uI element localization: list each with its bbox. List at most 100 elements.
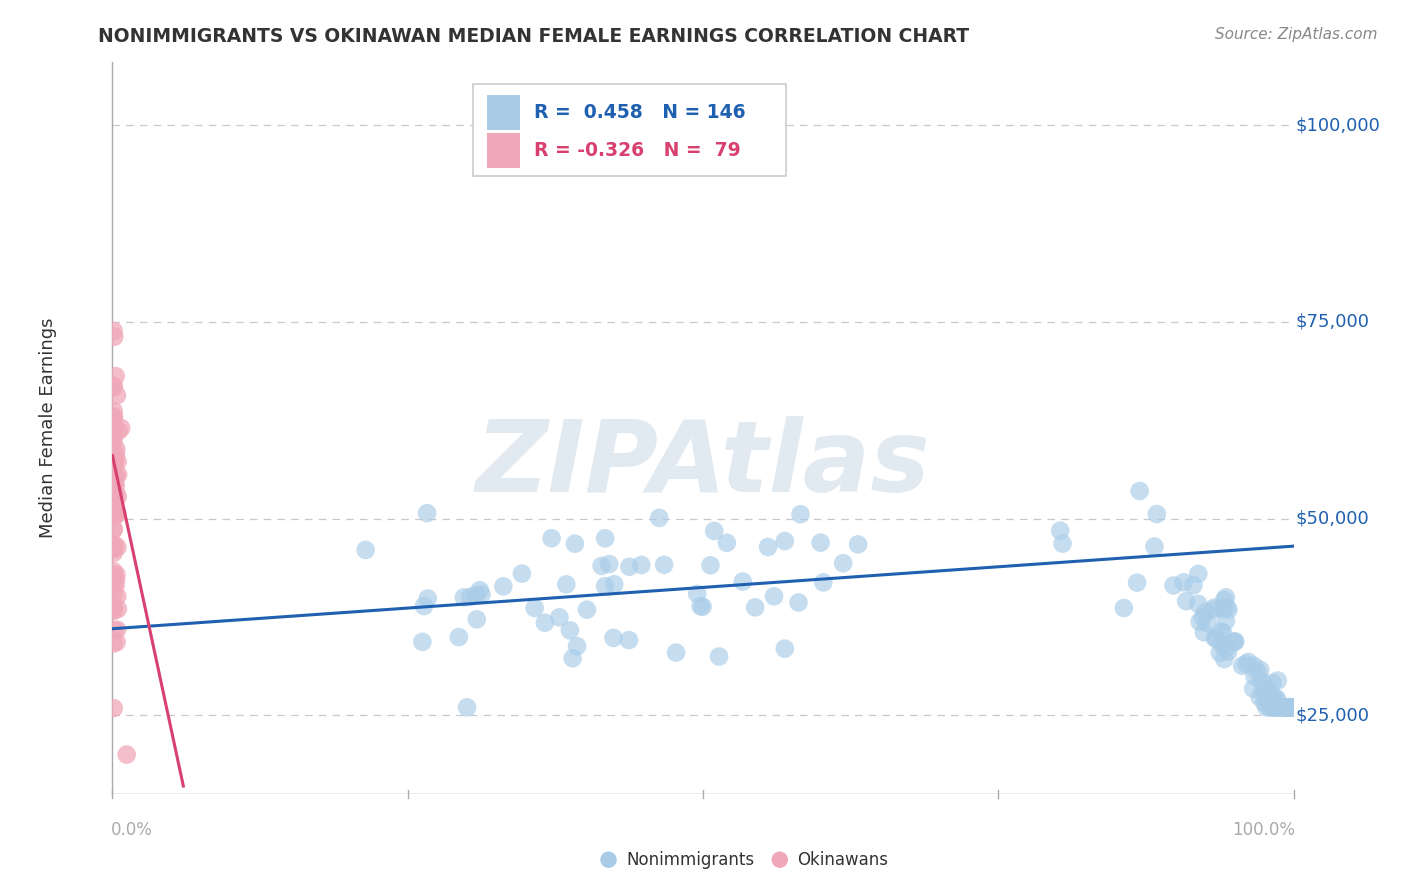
Point (1265, 693, 1288, 707)
Point (716, 536, 738, 550)
Point (1267, 673, 1289, 688)
Point (1258, 694, 1281, 708)
Text: R = -0.326   N =  79: R = -0.326 N = 79 (534, 142, 741, 161)
Point (105, 623, 128, 637)
Point (103, 450, 125, 464)
Text: R =  0.458   N = 146: R = 0.458 N = 146 (534, 103, 745, 122)
Point (1281, 700, 1303, 714)
Point (104, 508, 127, 522)
Point (1260, 693, 1282, 707)
Point (648, 511, 671, 525)
Point (665, 646, 688, 660)
Point (1223, 634, 1246, 648)
Point (1272, 700, 1295, 714)
Point (1188, 615, 1211, 629)
Point (103, 484, 125, 499)
Point (1215, 614, 1237, 628)
Point (1112, 601, 1135, 615)
Point (103, 540, 125, 554)
Point (103, 564, 125, 578)
Point (1268, 700, 1291, 714)
Point (1173, 575, 1195, 590)
Point (103, 599, 125, 613)
Point (105, 388, 128, 402)
Text: Source: ZipAtlas.com: Source: ZipAtlas.com (1215, 27, 1378, 42)
Point (1258, 690, 1281, 704)
Point (591, 558, 613, 573)
Text: 100.0%: 100.0% (1232, 822, 1295, 839)
Point (1274, 700, 1296, 714)
Point (763, 590, 786, 604)
Point (103, 489, 125, 503)
Point (1258, 700, 1281, 714)
Point (1247, 665, 1270, 680)
Point (103, 481, 125, 495)
Point (540, 531, 562, 545)
Point (103, 476, 125, 491)
Point (103, 452, 125, 467)
Point (104, 484, 127, 499)
Point (1202, 602, 1225, 616)
Point (1279, 700, 1302, 714)
Point (1218, 603, 1240, 617)
Point (1223, 635, 1246, 649)
Point (103, 450, 125, 465)
Point (103, 458, 125, 472)
Point (1216, 600, 1239, 615)
Point (103, 446, 125, 460)
Point (104, 579, 127, 593)
Point (810, 535, 832, 549)
Point (103, 469, 125, 483)
Point (103, 541, 125, 556)
Point (105, 590, 128, 604)
Point (1213, 652, 1236, 666)
Point (1249, 663, 1271, 677)
Point (103, 604, 125, 618)
Point (1265, 698, 1288, 712)
Text: $50,000: $50,000 (1296, 509, 1369, 527)
Point (1275, 700, 1298, 714)
Point (1250, 674, 1272, 689)
Point (692, 599, 714, 614)
Point (1192, 625, 1215, 640)
Point (453, 591, 475, 605)
Point (1279, 700, 1302, 714)
Point (1192, 610, 1215, 624)
Point (731, 574, 754, 589)
Point (103, 423, 125, 437)
Point (103, 541, 125, 555)
Point (1263, 700, 1285, 714)
Point (413, 599, 436, 613)
Point (107, 424, 129, 438)
Point (104, 369, 127, 384)
Point (103, 522, 125, 536)
Point (103, 497, 125, 511)
Point (510, 566, 533, 581)
Text: NONIMMIGRANTS VS OKINAWAN MEDIAN FEMALE EARNINGS CORRELATION CHART: NONIMMIGRANTS VS OKINAWAN MEDIAN FEMALE … (98, 27, 970, 45)
Point (103, 465, 125, 479)
Point (1258, 695, 1281, 709)
Point (630, 558, 652, 572)
Point (103, 380, 125, 394)
Point (103, 623, 125, 637)
Point (465, 612, 488, 626)
Point (103, 506, 125, 520)
Point (104, 491, 127, 505)
Point (1253, 696, 1275, 710)
Point (103, 379, 125, 393)
Point (558, 624, 581, 638)
Point (598, 557, 620, 571)
Point (1209, 646, 1232, 660)
Point (1241, 681, 1264, 696)
Point (699, 558, 721, 573)
Point (1263, 690, 1285, 705)
Point (1275, 700, 1298, 714)
Point (1129, 483, 1152, 498)
Point (1272, 700, 1295, 714)
Point (103, 453, 125, 467)
Point (1215, 641, 1237, 656)
Point (1212, 625, 1234, 640)
Point (617, 633, 640, 648)
Bar (486, 134, 520, 169)
Point (1215, 591, 1237, 605)
